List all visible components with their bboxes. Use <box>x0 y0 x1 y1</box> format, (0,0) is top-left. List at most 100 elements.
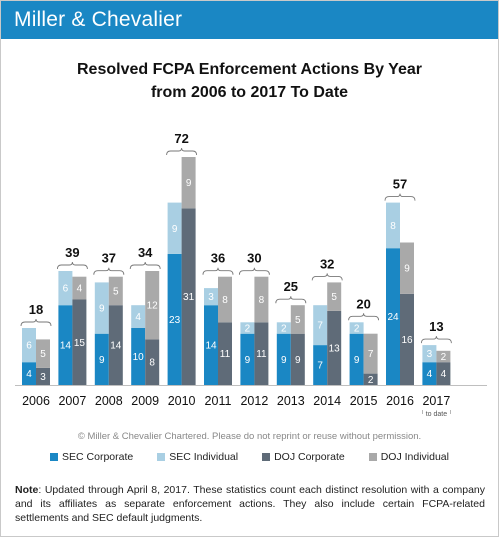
bar-label-sec-individual-2011: 3 <box>208 292 214 303</box>
total-label-2014: 32 <box>320 256 334 271</box>
bar-doj-individual-2012 <box>254 276 269 323</box>
legend-label: DOJ Corporate <box>274 451 345 463</box>
bar-label-doj-corporate-2006: 3 <box>40 372 46 383</box>
bar-label-sec-corporate-2017: 4 <box>427 369 433 380</box>
legend-item-doj-individual: DOJ Individual <box>368 451 449 463</box>
bar-sec-corporate-2016 <box>386 248 400 385</box>
bar-label-doj-corporate-2010: 31 <box>183 292 195 303</box>
x-tick-label-2015: 2015 <box>350 394 378 408</box>
bar-doj-corporate-2012 <box>254 322 269 385</box>
total-label-2011: 36 <box>211 251 225 266</box>
bar-sec-corporate-2017 <box>422 362 437 385</box>
bar-label-sec-individual-2017: 3 <box>427 349 433 360</box>
x-tick-label-2011: 2011 <box>205 394 232 408</box>
bar-sec-individual-2007 <box>58 271 73 306</box>
bar-sec-corporate-2015 <box>349 333 364 385</box>
bar-doj-individual-2009 <box>145 271 160 340</box>
chart-legend: SEC Corporate SEC Individual DOJ Corporate… <box>1 451 498 463</box>
bar-doj-individual-2006 <box>36 339 50 368</box>
x-tick-label-2012: 2012 <box>240 394 268 408</box>
bar-sec-individual-2017 <box>422 345 437 363</box>
legend-item-sec-corporate: SEC Corporate <box>50 451 133 463</box>
x-tick-label-2009: 2009 <box>131 394 159 408</box>
legend-swatch <box>262 453 271 461</box>
bar-doj-individual-2010 <box>181 157 196 209</box>
x-tick-label-2006: 2006 <box>22 394 50 408</box>
bar-sec-individual-2010 <box>167 202 182 254</box>
x-tick-note-2017: to date <box>426 411 448 418</box>
total-bracket-2017 <box>420 336 452 344</box>
bar-sec-corporate-2009 <box>131 328 146 385</box>
bar-doj-individual-2015 <box>363 333 378 374</box>
bar-label-doj-individual-2011: 8 <box>222 295 228 306</box>
brand-header: Miller & Chevalier <box>1 1 498 39</box>
bar-doj-individual-2017 <box>436 350 451 363</box>
bar-doj-corporate-2010 <box>181 208 196 385</box>
bar-label-doj-individual-2015: 7 <box>368 349 374 360</box>
bar-sec-corporate-2011 <box>204 305 218 385</box>
bar-label-doj-corporate-2013: 9 <box>295 355 301 366</box>
total-bracket-2012 <box>238 267 270 275</box>
footnote-label: Note <box>15 484 39 496</box>
bar-sec-individual-2008 <box>94 282 109 334</box>
bar-doj-corporate-2013 <box>290 333 305 385</box>
bar-label-doj-individual-2013: 5 <box>295 315 301 326</box>
bar-label-sec-individual-2010: 9 <box>172 224 178 235</box>
total-bracket-2009 <box>129 261 161 270</box>
bar-label-sec-individual-2007: 6 <box>63 284 69 295</box>
legend-label: SEC Individual <box>169 451 239 463</box>
bar-label-doj-individual-2012: 8 <box>259 295 265 306</box>
chart-svg: 4635182006146154392007991453720081048123… <box>15 131 487 418</box>
total-label-2016: 57 <box>393 177 407 192</box>
bar-label-sec-corporate-2014: 7 <box>317 361 323 372</box>
bar-sec-corporate-2012 <box>240 333 255 385</box>
bar-label-doj-individual-2014: 5 <box>331 292 337 303</box>
bar-label-doj-corporate-2017: 4 <box>441 369 447 380</box>
bar-label-sec-individual-2009: 4 <box>135 312 141 323</box>
bar-sec-individual-2015 <box>349 322 364 334</box>
bar-doj-corporate-2011 <box>218 322 232 385</box>
bar-doj-corporate-2009 <box>145 339 160 385</box>
bar-label-doj-corporate-2015: 2 <box>368 375 374 386</box>
x-tick-label-2007: 2007 <box>58 394 86 408</box>
legend-swatch <box>368 453 377 461</box>
bar-sec-individual-2006 <box>22 328 36 363</box>
total-label-2015: 20 <box>356 296 370 311</box>
bar-label-doj-corporate-2009: 8 <box>149 358 155 369</box>
total-bracket-2011 <box>202 267 234 275</box>
x-tick-label-2010: 2010 <box>168 394 196 408</box>
bar-label-sec-individual-2013: 2 <box>281 324 287 335</box>
bar-sec-corporate-2008 <box>94 333 109 385</box>
footnote-text: : Updated through April 8, 2017. These s… <box>15 484 485 524</box>
bar-doj-individual-2007 <box>72 276 87 300</box>
legend-swatch <box>50 453 59 461</box>
bar-label-sec-individual-2016: 8 <box>390 221 396 232</box>
total-label-2013: 25 <box>284 279 298 294</box>
bar-label-sec-individual-2008: 9 <box>99 304 105 315</box>
bar-label-sec-corporate-2007: 14 <box>60 341 72 352</box>
brand-logo-text: Miller & Chevalier <box>14 8 183 31</box>
total-bracket-2010 <box>166 147 198 156</box>
legend-label: DOJ Individual <box>380 451 449 463</box>
total-bracket-2013 <box>275 296 307 304</box>
bar-label-doj-corporate-2012: 11 <box>256 349 267 360</box>
bar-label-sec-individual-2012: 2 <box>245 324 251 335</box>
bar-label-sec-corporate-2010: 23 <box>169 315 181 326</box>
total-bracket-2015 <box>348 313 380 321</box>
total-bracket-2007 <box>56 261 88 270</box>
bar-label-sec-individual-2014: 7 <box>317 321 323 332</box>
bar-doj-individual-2014 <box>327 282 342 311</box>
bar-sec-individual-2013 <box>276 322 291 334</box>
bar-label-sec-corporate-2013: 9 <box>281 355 287 366</box>
bar-sec-individual-2011 <box>204 288 218 306</box>
bar-sec-individual-2009 <box>131 305 146 328</box>
bar-label-sec-corporate-2011: 14 <box>205 341 217 352</box>
x-tick-label-2013: 2013 <box>277 394 305 408</box>
bar-label-sec-individual-2006: 6 <box>26 341 32 352</box>
bar-label-doj-corporate-2011: 11 <box>220 349 231 360</box>
bar-label-doj-corporate-2007: 15 <box>74 338 86 349</box>
total-label-2008: 37 <box>102 251 116 266</box>
bar-doj-corporate-2017 <box>436 362 451 385</box>
bar-doj-corporate-2006 <box>36 367 50 385</box>
bar-doj-individual-2016 <box>400 242 414 294</box>
